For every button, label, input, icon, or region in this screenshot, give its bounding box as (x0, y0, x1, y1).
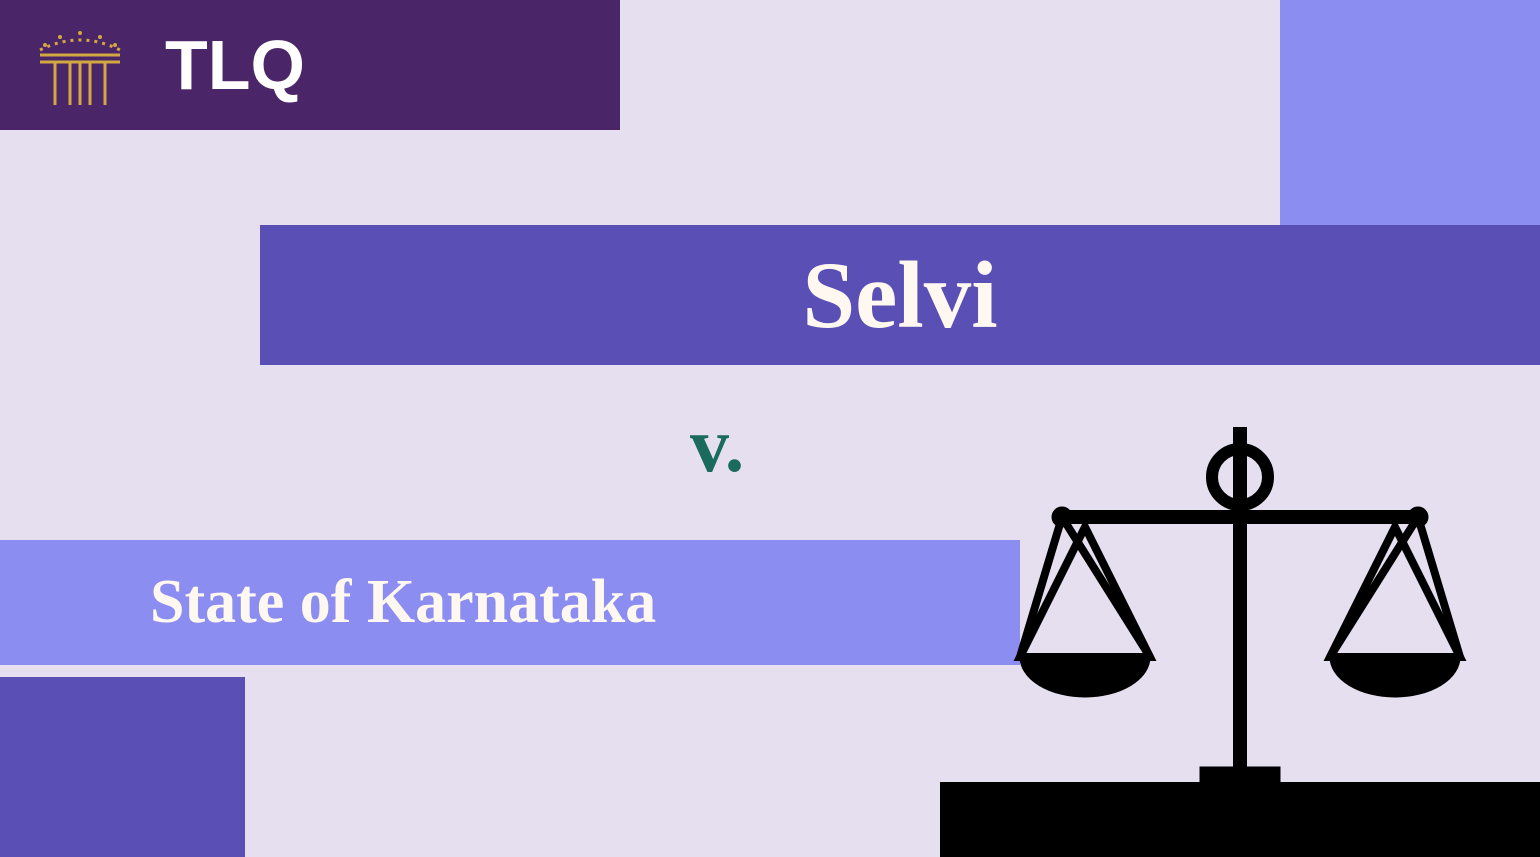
pillar-logo-icon (25, 15, 135, 115)
party1-name: Selvi (802, 240, 997, 350)
party1-bar: Selvi (260, 225, 1540, 365)
scales-of-justice-icon (1000, 397, 1480, 817)
party2-name: State of Karnataka (150, 567, 656, 638)
logo-text: TLQ (165, 25, 305, 105)
party2-bar: State of Karnataka (0, 540, 1020, 665)
versus-text: v. (690, 400, 744, 490)
bottom-left-accent-block (0, 677, 245, 857)
logo-bar: TLQ (0, 0, 620, 130)
